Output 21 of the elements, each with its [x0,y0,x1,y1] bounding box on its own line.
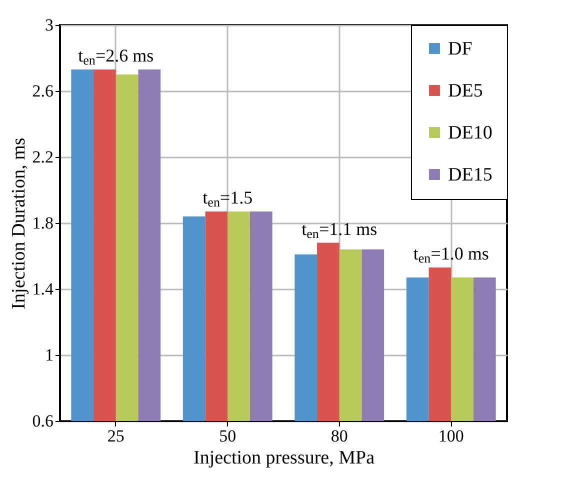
legend-label: DF [448,38,472,60]
y-tick-label: 2.6 [32,82,54,100]
y-tick-label: 2.2 [32,148,54,166]
y-tick-label: 1 [45,346,54,364]
y-tick-label: 0.6 [32,412,54,430]
x-axis-title: Injection pressure, MPa [194,448,376,468]
y-axis-title: Injection Duration, ms [8,138,30,310]
legend-label: DE10 [448,122,492,144]
legend-label: DE5 [448,80,483,102]
y-tick-label: 1.4 [32,280,54,298]
x-tick-label: 80 [330,426,348,446]
annotation: t$_{en}$=1.5 [202,187,253,210]
x-tick-label: 25 [107,426,124,446]
x-tick-label: 100 [438,426,464,446]
legend-label: DE15 [448,164,492,186]
y-tick-label: 3 [45,16,54,34]
annotation: t$_{en}$=2.6 ms [78,46,154,68]
annotation: t$_{en}$=1.0 ms [413,244,489,266]
x-tick-label: 50 [219,426,236,446]
annotation: t$_{en}$=1.1 ms [302,218,378,242]
y-tick-label: 1.8 [32,214,54,232]
